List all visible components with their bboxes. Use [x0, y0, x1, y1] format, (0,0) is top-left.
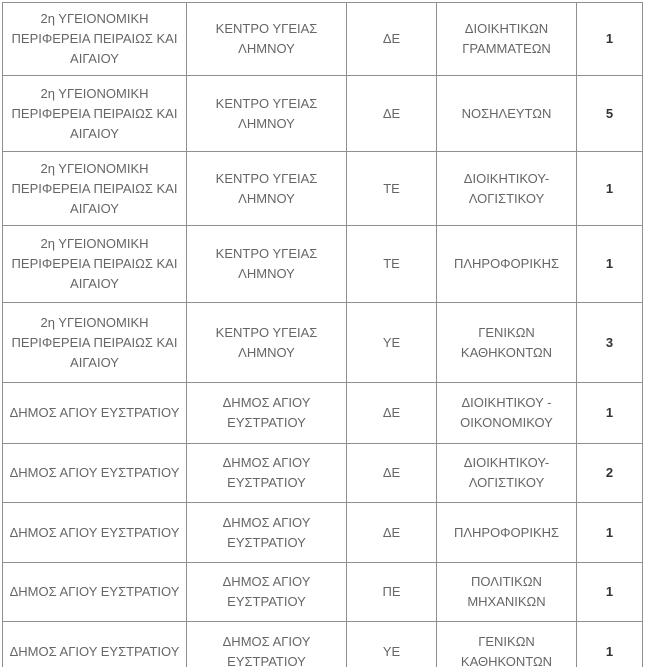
cell-region: 2η ΥΓΕΙΟΝΟΜΙΚΗ ΠΕΡΙΦΕΡΕΙΑ ΠΕΙΡΑΙΩΣ ΚΑΙ Α… — [2, 2, 187, 76]
cell-count: 1 — [576, 621, 643, 667]
cell-body: ΚΕΝΤΡΟ ΥΓΕΙΑΣ ΛΗΜΝΟΥ — [186, 151, 347, 226]
cell-specialty: ΔΙΟΙΚΗΤΙΚΟΥ-ΛΟΓΙΣΤΙΚΟΥ — [436, 151, 577, 226]
cell-specialty: ΔΙΟΙΚΗΤΙΚΟΥ-ΛΟΓΙΣΤΙΚΟΥ — [436, 443, 577, 503]
cell-category: ΥΕ — [346, 302, 437, 383]
cell-region: 2η ΥΓΕΙΟΝΟΜΙΚΗ ΠΕΡΙΦΕΡΕΙΑ ΠΕΙΡΑΙΩΣ ΚΑΙ Α… — [2, 225, 187, 303]
table-row: ΔΗΜΟΣ ΑΓΙΟΥ ΕΥΣΤΡΑΤΙΟΥ ΔΗΜΟΣ ΑΓΙΟΥ ΕΥΣΤΡΑ… — [2, 502, 643, 563]
cell-category: ΔΕ — [346, 502, 437, 563]
cell-body: ΔΗΜΟΣ ΑΓΙΟΥ ΕΥΣΤΡΑΤΙΟΥ — [186, 443, 347, 503]
cell-category: ΤΕ — [346, 151, 437, 226]
cell-count: 1 — [576, 2, 643, 76]
table-row: 2η ΥΓΕΙΟΝΟΜΙΚΗ ΠΕΡΙΦΕΡΕΙΑ ΠΕΙΡΑΙΩΣ ΚΑΙ Α… — [2, 2, 643, 76]
table-row: ΔΗΜΟΣ ΑΓΙΟΥ ΕΥΣΤΡΑΤΙΟΥ ΔΗΜΟΣ ΑΓΙΟΥ ΕΥΣΤΡΑ… — [2, 382, 643, 444]
cell-category: ΥΕ — [346, 621, 437, 667]
cell-body: ΚΕΝΤΡΟ ΥΓΕΙΑΣ ΛΗΜΝΟΥ — [186, 2, 347, 76]
table-row: 2η ΥΓΕΙΟΝΟΜΙΚΗ ΠΕΡΙΦΕΡΕΙΑ ΠΕΙΡΑΙΩΣ ΚΑΙ Α… — [2, 302, 643, 383]
cell-count: 1 — [576, 502, 643, 563]
cell-body: ΔΗΜΟΣ ΑΓΙΟΥ ΕΥΣΤΡΑΤΙΟΥ — [186, 562, 347, 622]
cell-body: ΚΕΝΤΡΟ ΥΓΕΙΑΣ ΛΗΜΝΟΥ — [186, 75, 347, 152]
table-row: 2η ΥΓΕΙΟΝΟΜΙΚΗ ΠΕΡΙΦΕΡΕΙΑ ΠΕΙΡΑΙΩΣ ΚΑΙ Α… — [2, 151, 643, 226]
cell-category: ΤΕ — [346, 225, 437, 303]
cell-count: 3 — [576, 302, 643, 383]
cell-region: ΔΗΜΟΣ ΑΓΙΟΥ ΕΥΣΤΡΑΤΙΟΥ — [2, 621, 187, 667]
cell-count: 5 — [576, 75, 643, 152]
cell-category: ΔΕ — [346, 75, 437, 152]
cell-category: ΔΕ — [346, 443, 437, 503]
cell-region: ΔΗΜΟΣ ΑΓΙΟΥ ΕΥΣΤΡΑΤΙΟΥ — [2, 443, 187, 503]
cell-region: 2η ΥΓΕΙΟΝΟΜΙΚΗ ΠΕΡΙΦΕΡΕΙΑ ΠΕΙΡΑΙΩΣ ΚΑΙ Α… — [2, 151, 187, 226]
table-row: ΔΗΜΟΣ ΑΓΙΟΥ ΕΥΣΤΡΑΤΙΟΥ ΔΗΜΟΣ ΑΓΙΟΥ ΕΥΣΤΡΑ… — [2, 562, 643, 622]
cell-body: ΔΗΜΟΣ ΑΓΙΟΥ ΕΥΣΤΡΑΤΙΟΥ — [186, 621, 347, 667]
cell-category: ΠΕ — [346, 562, 437, 622]
cell-body: ΔΗΜΟΣ ΑΓΙΟΥ ΕΥΣΤΡΑΤΙΟΥ — [186, 382, 347, 444]
table-row: 2η ΥΓΕΙΟΝΟΜΙΚΗ ΠΕΡΙΦΕΡΕΙΑ ΠΕΙΡΑΙΩΣ ΚΑΙ Α… — [2, 225, 643, 303]
cell-category: ΔΕ — [346, 2, 437, 76]
cell-region: ΔΗΜΟΣ ΑΓΙΟΥ ΕΥΣΤΡΑΤΙΟΥ — [2, 502, 187, 563]
table-row: ΔΗΜΟΣ ΑΓΙΟΥ ΕΥΣΤΡΑΤΙΟΥ ΔΗΜΟΣ ΑΓΙΟΥ ΕΥΣΤΡΑ… — [2, 443, 643, 503]
cell-count: 1 — [576, 562, 643, 622]
cell-specialty: ΠΟΛΙΤΙΚΩΝ ΜΗΧΑΝΙΚΩΝ — [436, 562, 577, 622]
cell-region: ΔΗΜΟΣ ΑΓΙΟΥ ΕΥΣΤΡΑΤΙΟΥ — [2, 382, 187, 444]
cell-count: 1 — [576, 225, 643, 303]
cell-specialty: ΠΛΗΡΟΦΟΡΙΚΗΣ — [436, 225, 577, 303]
cell-category: ΔΕ — [346, 382, 437, 444]
cell-region: 2η ΥΓΕΙΟΝΟΜΙΚΗ ΠΕΡΙΦΕΡΕΙΑ ΠΕΙΡΑΙΩΣ ΚΑΙ Α… — [2, 75, 187, 152]
cell-specialty: ΝΟΣΗΛΕΥΤΩΝ — [436, 75, 577, 152]
cell-region: 2η ΥΓΕΙΟΝΟΜΙΚΗ ΠΕΡΙΦΕΡΕΙΑ ΠΕΙΡΑΙΩΣ ΚΑΙ Α… — [2, 302, 187, 383]
cell-specialty: ΔΙΟΙΚΗΤΙΚΩΝ ΓΡΑΜΜΑΤΕΩΝ — [436, 2, 577, 76]
cell-region: ΔΗΜΟΣ ΑΓΙΟΥ ΕΥΣΤΡΑΤΙΟΥ — [2, 562, 187, 622]
table-row: ΔΗΜΟΣ ΑΓΙΟΥ ΕΥΣΤΡΑΤΙΟΥ ΔΗΜΟΣ ΑΓΙΟΥ ΕΥΣΤΡΑ… — [2, 621, 643, 667]
cell-body: ΚΕΝΤΡΟ ΥΓΕΙΑΣ ΛΗΜΝΟΥ — [186, 225, 347, 303]
table-row: 2η ΥΓΕΙΟΝΟΜΙΚΗ ΠΕΡΙΦΕΡΕΙΑ ΠΕΙΡΑΙΩΣ ΚΑΙ Α… — [2, 75, 643, 152]
cell-count: 2 — [576, 443, 643, 503]
cell-specialty: ΓΕΝΙΚΩΝ ΚΑΘΗΚΟΝΤΩΝ — [436, 621, 577, 667]
cell-specialty: ΓΕΝΙΚΩΝ ΚΑΘΗΚΟΝΤΩΝ — [436, 302, 577, 383]
cell-specialty: ΔΙΟΙΚΗΤΙΚΟΥ - ΟΙΚΟΝΟΜΙΚΟΥ — [436, 382, 577, 444]
cell-body: ΚΕΝΤΡΟ ΥΓΕΙΑΣ ΛΗΜΝΟΥ — [186, 302, 347, 383]
cell-count: 1 — [576, 151, 643, 226]
cell-specialty: ΠΛΗΡΟΦΟΡΙΚΗΣ — [436, 502, 577, 563]
cell-count: 1 — [576, 382, 643, 444]
cell-body: ΔΗΜΟΣ ΑΓΙΟΥ ΕΥΣΤΡΑΤΙΟΥ — [186, 502, 347, 563]
